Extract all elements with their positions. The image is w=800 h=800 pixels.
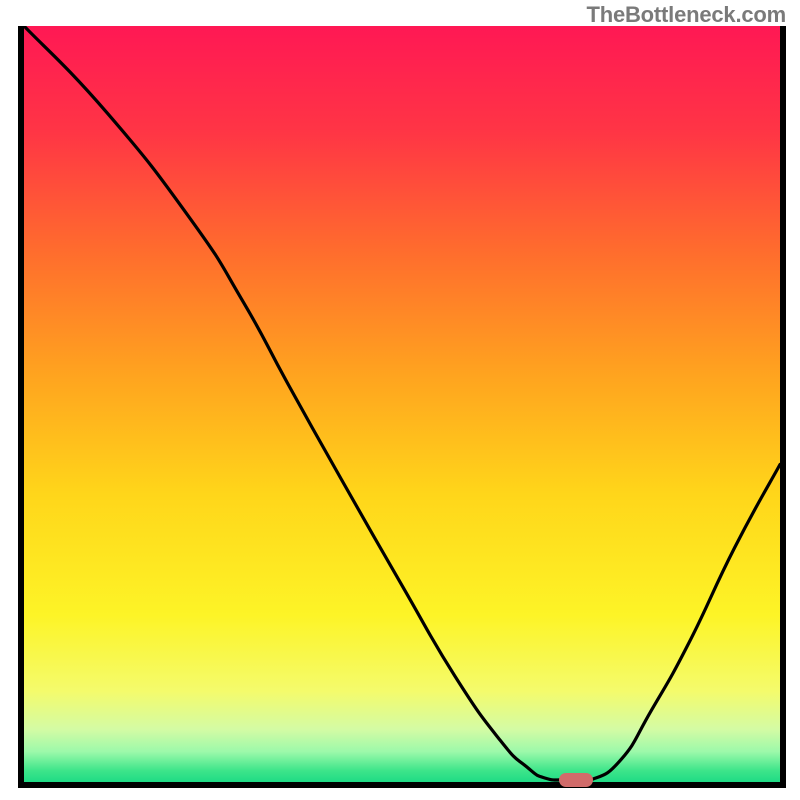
gradient-background [24,26,780,782]
bottleneck-curve [24,26,780,782]
optimal-marker [559,773,593,787]
plot-border [18,26,786,788]
watermark-text: TheBottleneck.com [586,2,786,28]
chart-frame: TheBottleneck.com [0,0,800,800]
